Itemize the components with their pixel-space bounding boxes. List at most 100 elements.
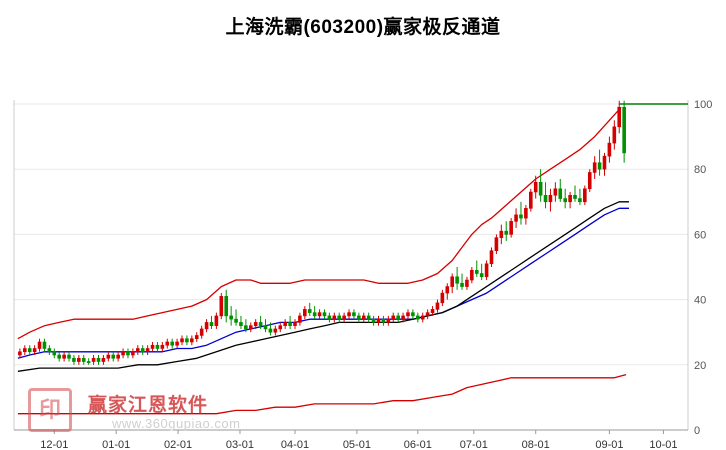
chart-title: 上海洗霸(603200)赢家极反通道 <box>225 17 501 38</box>
candlestick <box>322 309 327 320</box>
candlestick <box>283 319 287 329</box>
candle-body <box>494 237 499 252</box>
candlestick <box>263 319 268 333</box>
candle-body <box>484 263 489 278</box>
candle-body <box>420 315 425 320</box>
candle-body <box>332 315 337 320</box>
candle-body <box>214 315 219 326</box>
candle-body <box>72 357 76 362</box>
candlestick <box>411 309 415 320</box>
candlestick <box>583 185 587 206</box>
candle-body <box>170 341 174 346</box>
candlestick <box>293 319 297 329</box>
candlestick <box>489 247 494 267</box>
candlestick <box>175 338 179 349</box>
candlestick <box>450 273 454 294</box>
candlestick <box>371 315 376 326</box>
candle-body <box>234 318 238 323</box>
candle-body <box>499 230 504 238</box>
candlestick <box>121 348 125 359</box>
candlestick <box>190 335 194 346</box>
candlestick <box>499 224 504 245</box>
candle-body <box>533 181 538 193</box>
candlestick <box>81 355 86 365</box>
candle-body <box>248 325 253 330</box>
x-axis-tick-label: 02-01 <box>164 439 192 450</box>
candle-body <box>514 214 518 222</box>
series-upper_channel <box>17 106 622 340</box>
y-axis-tick-label: 80 <box>694 164 706 176</box>
candlestick <box>587 169 592 193</box>
candlestick <box>376 315 381 326</box>
candlestick <box>612 120 617 150</box>
candle-body <box>583 188 587 203</box>
candle-body <box>52 351 57 356</box>
candlestick <box>140 345 145 356</box>
candlestick <box>312 306 317 320</box>
candlestick <box>548 188 553 212</box>
candlestick <box>239 315 243 329</box>
candle-body <box>361 315 366 320</box>
candlestick <box>465 276 469 290</box>
candle-body <box>229 315 233 320</box>
candlestick <box>553 182 558 202</box>
candlestick <box>199 325 204 339</box>
candlestick <box>204 319 209 333</box>
candle-body <box>366 315 371 320</box>
candle-body <box>489 250 494 265</box>
candle-body <box>617 106 622 128</box>
candle-body <box>67 354 71 359</box>
series-trend_ma <box>17 201 629 372</box>
candlestick <box>268 322 273 336</box>
candle-body <box>37 341 42 349</box>
candle-body <box>602 155 607 170</box>
candlestick <box>27 345 32 356</box>
candlestick <box>602 152 607 176</box>
candle-body <box>293 322 297 326</box>
candlestick <box>558 178 563 202</box>
candle-body <box>150 344 155 349</box>
candlestick <box>106 351 111 362</box>
candle-body <box>612 126 617 144</box>
candlestick <box>484 260 489 281</box>
candle-body <box>597 162 602 170</box>
candlestick <box>32 345 37 356</box>
candlestick <box>538 169 543 202</box>
candle-body <box>440 292 445 304</box>
candlestick <box>327 312 332 323</box>
candlestick <box>288 315 292 329</box>
candlestick <box>42 338 47 352</box>
candlestick <box>307 302 312 316</box>
candle-body <box>268 328 273 333</box>
candle-body <box>165 341 170 346</box>
candle-body <box>199 328 204 336</box>
candlestick <box>524 205 528 225</box>
candle-body <box>204 322 209 330</box>
candle-body <box>145 348 150 353</box>
candlestick <box>445 283 450 300</box>
candlestick <box>101 355 106 365</box>
candle-body <box>131 351 135 356</box>
candle-body <box>23 348 27 353</box>
y-axis-tick-label: 60 <box>694 229 706 241</box>
candle-body <box>86 361 91 364</box>
candlestick <box>52 348 57 359</box>
candle-body <box>371 318 376 323</box>
candle-body <box>317 312 322 317</box>
candlestick <box>194 332 199 342</box>
candlestick <box>519 201 523 225</box>
candle-body <box>258 322 263 326</box>
candlestick <box>342 312 346 323</box>
candle-body <box>155 344 160 349</box>
candle-body <box>312 312 317 317</box>
candlestick <box>573 185 577 202</box>
candle-body <box>470 269 474 281</box>
seal-stamp-icon: 印 <box>28 388 72 432</box>
candle-body <box>573 194 577 199</box>
candlestick <box>234 309 238 326</box>
watermark-brand: 赢家江恩软件 <box>88 395 209 416</box>
candlestick <box>91 355 96 365</box>
candle-body <box>303 309 307 317</box>
candlestick <box>416 312 420 323</box>
candlestick <box>381 315 386 326</box>
